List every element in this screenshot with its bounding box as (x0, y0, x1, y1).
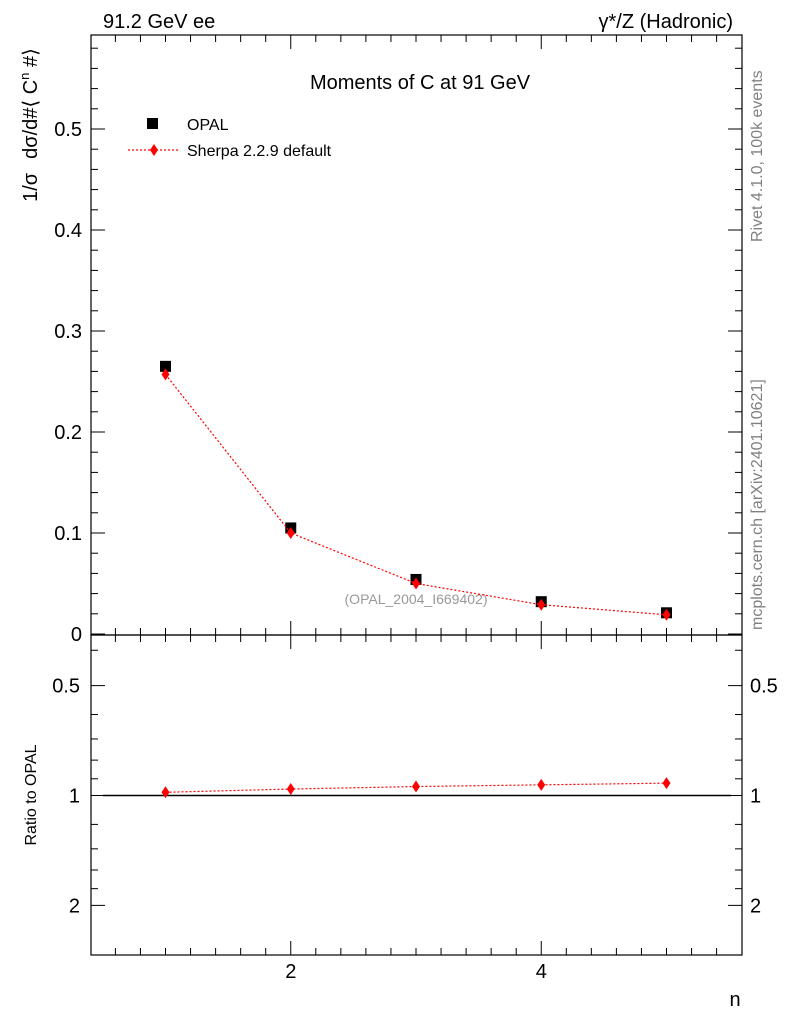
y-tick-label: 0.5 (54, 119, 82, 141)
legend-sherpa-label: Sherpa 2.2.9 default (187, 143, 332, 160)
x-axis-label: n (729, 989, 740, 1011)
y-tick-label: 0.4 (54, 220, 82, 242)
ratio-y-tick-label: 2 (69, 895, 80, 917)
sherpa-point (286, 527, 295, 539)
legend: OPAL Sherpa 2.2.9 default (128, 117, 332, 160)
ratio-y-tick-label-right: 2 (750, 895, 761, 917)
y-tick-label: 0 (71, 624, 82, 646)
ratio-sherpa-point (662, 777, 671, 790)
mcplots-label: mcplots.cern.ch [arXiv:2401.10621] (749, 379, 766, 630)
ratio-y-tick-labels: 0.5 0.5 1 1 2 2 (52, 676, 778, 918)
header-channel-label: γ*/Z (Hadronic) (599, 11, 733, 33)
rivet-version-label: Rivet 4.1.0, 100k events (749, 70, 766, 242)
ratio-data-marks (161, 777, 671, 799)
main-y-axis-label: 1/σdσ/d#⟨ Cn #⟩ (17, 48, 42, 202)
ratio-axis-ticks (91, 635, 742, 955)
header-process-label: 91.2 GeV ee (103, 11, 215, 33)
y-tick-label: 0.2 (54, 422, 82, 444)
ratio-y-tick-label: 0.5 (52, 676, 80, 698)
ratio-sherpa-point (537, 778, 546, 791)
legend-opal-marker (147, 118, 158, 129)
opal-point (160, 360, 171, 372)
main-axis-ticks (91, 35, 742, 635)
ratio-sherpa-point (161, 786, 170, 799)
ratio-y-tick-label-right: 1 (750, 786, 761, 808)
sherpa-point (662, 608, 671, 621)
analysis-watermark: (OPAL_2004_I669402) (345, 591, 488, 607)
ratio-sherpa-point (412, 780, 420, 793)
legend-opal-label: OPAL (187, 117, 229, 134)
x-tick-label: 2 (285, 961, 296, 983)
ratio-y-tick-label-right: 0.5 (750, 676, 778, 698)
x-tick-label: 4 (536, 961, 547, 983)
sherpa-point (161, 368, 170, 381)
sherpa-point (537, 598, 546, 611)
main-data-marks (160, 360, 672, 621)
legend-sherpa-marker (150, 144, 158, 156)
y-tick-label: 0.3 (54, 321, 82, 343)
ratio-y-tick-label: 1 (69, 786, 80, 808)
sherpa-point (412, 577, 420, 590)
ratio-y-axis-label: Ratio to OPAL (23, 744, 40, 845)
main-panel: 00.10.20.30.40.5 Moments of C at 91 GeV … (54, 34, 743, 646)
y-tick-label: 0.1 (54, 523, 82, 545)
main-y-tick-labels: 0 0.1 0.2 0.3 0.4 0.5 (54, 119, 82, 646)
ratio-sherpa-point (286, 783, 295, 796)
ratio-sherpa-line (165, 782, 667, 793)
chart-title: Moments of C at 91 GeV (310, 72, 531, 94)
